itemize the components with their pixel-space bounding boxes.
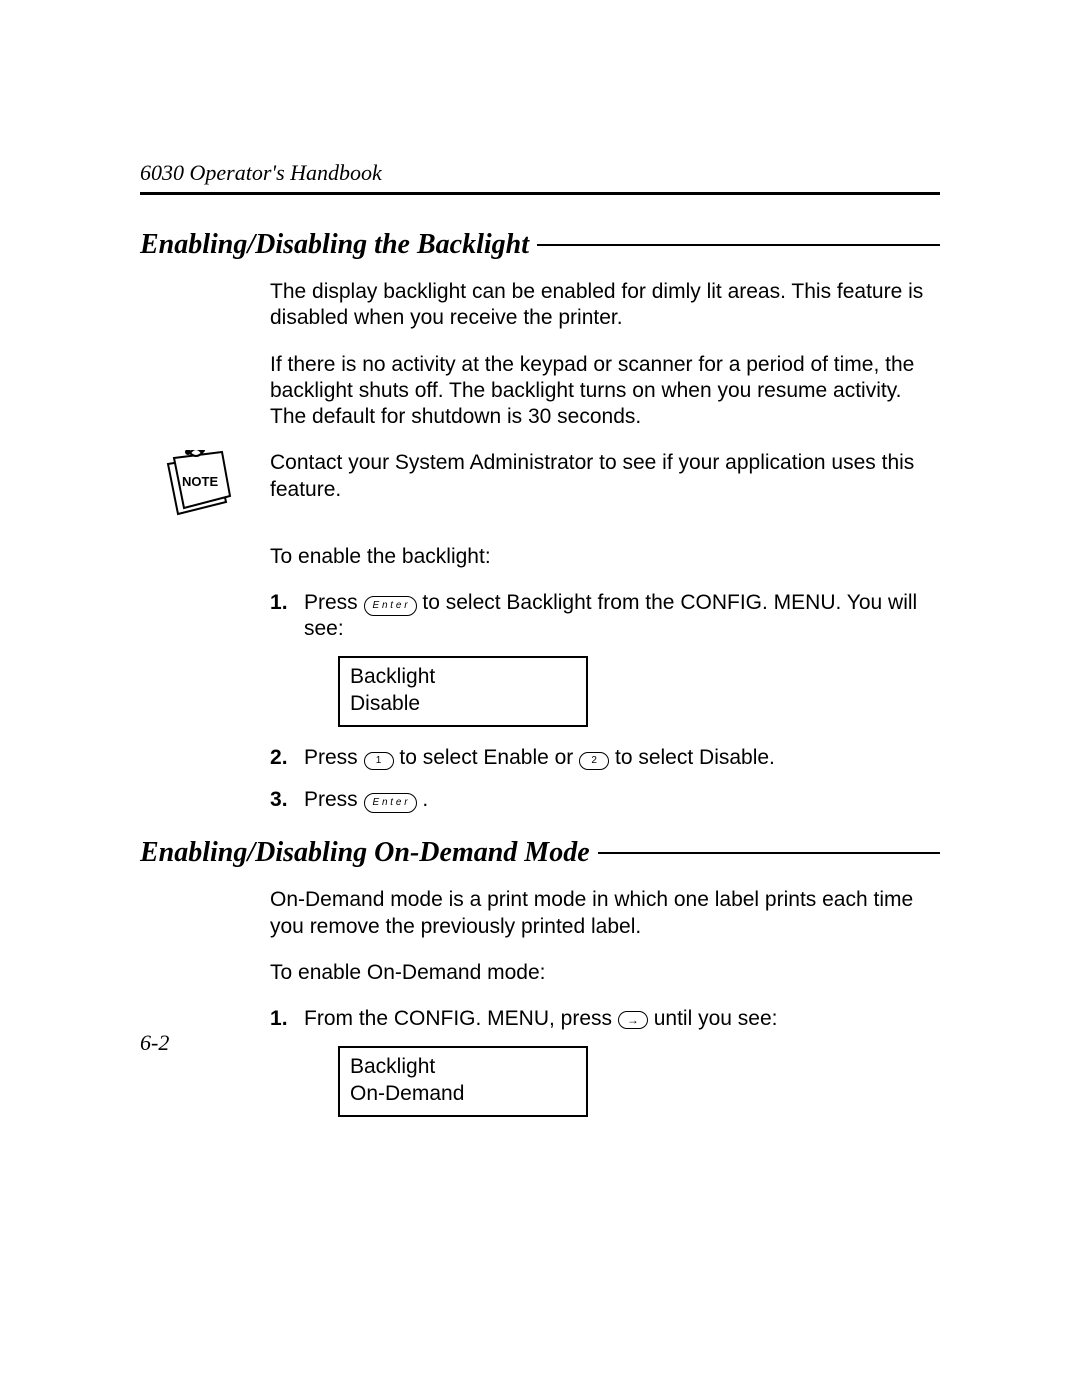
note-row: NOTE Contact your System Administrator t… — [270, 450, 930, 529]
s2-step1-text-a: From the CONFIG. MENU, press — [304, 1007, 618, 1030]
step2-text-c: to select Disable. — [615, 746, 775, 769]
enter-key-icon: E n t e r — [364, 793, 417, 813]
screen1-line2: Disable — [350, 691, 576, 717]
section2-steps: From the CONFIG. MENU, press → until you… — [270, 1006, 930, 1117]
section-title-text: Enabling/Disabling the Backlight — [140, 229, 529, 261]
section1-lead: To enable the backlight: — [270, 544, 930, 570]
section1-p2: If there is no activity at the keypad or… — [270, 352, 930, 431]
section-title-rule — [598, 852, 940, 854]
page-number: 6-2 — [140, 1030, 169, 1056]
note-text: Contact your System Administrator to see… — [270, 450, 930, 503]
section-title-rule — [537, 244, 940, 246]
section1-p1: The display backlight can be enabled for… — [270, 279, 930, 332]
section2-lead: To enable On-Demand mode: — [270, 960, 930, 986]
screen1-line1: Backlight — [350, 664, 576, 690]
key-2-icon: 2 — [579, 752, 609, 770]
running-header: 6030 Operator's Handbook — [140, 160, 940, 195]
key-1-icon: 1 — [364, 752, 394, 770]
page-content: 6030 Operator's Handbook Enabling/Disabl… — [140, 160, 940, 1135]
step2-text-b: to select Enable or — [399, 746, 579, 769]
section1-step3: Press E n t e r . — [270, 787, 930, 813]
section2-p1: On-Demand mode is a print mode in which … — [270, 887, 930, 940]
enter-key-icon: E n t e r — [364, 596, 417, 616]
step1-text-a: Press — [304, 591, 364, 614]
step3-text-b: . — [422, 788, 428, 811]
section2-step1: From the CONFIG. MENU, press → until you… — [270, 1006, 930, 1117]
screen-display-1: Backlight Disable — [338, 656, 588, 727]
s2-step1-text-b: until you see: — [654, 1007, 778, 1030]
note-icon: NOTE — [140, 450, 270, 529]
section1-steps: Press E n t e r to select Backlight from… — [270, 590, 930, 814]
arrow-key-icon: → — [618, 1011, 648, 1029]
section1-step2: Press 1 to select Enable or 2 to select … — [270, 745, 930, 771]
step2-text-a: Press — [304, 746, 364, 769]
step3-text-a: Press — [304, 788, 364, 811]
section-title-backlight: Enabling/Disabling the Backlight — [140, 229, 940, 261]
screen-display-2: Backlight On-Demand — [338, 1046, 588, 1117]
section2-body: On-Demand mode is a print mode in which … — [270, 887, 930, 1117]
note-label: NOTE — [182, 474, 218, 489]
section-title-text: Enabling/Disabling On-Demand Mode — [140, 837, 590, 869]
section1-step1: Press E n t e r to select Backlight from… — [270, 590, 930, 727]
screen2-line2: On-Demand — [350, 1081, 576, 1107]
screen2-line1: Backlight — [350, 1054, 576, 1080]
section-title-ondemand: Enabling/Disabling On-Demand Mode — [140, 837, 940, 869]
section1-body: The display backlight can be enabled for… — [270, 279, 930, 813]
